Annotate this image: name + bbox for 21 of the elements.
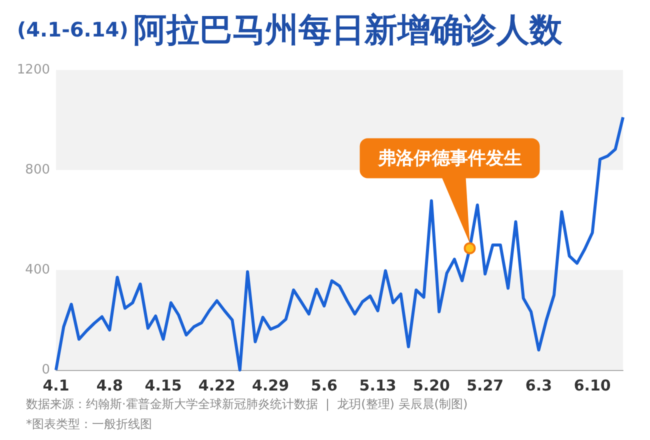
source-note: 数据来源：约翰斯·霍普金斯大学全球新冠肺炎统计数据 | 龙玥(整理) 吴辰晨(制图)	[26, 397, 468, 411]
x-tick-label: 6.10	[574, 376, 611, 394]
text: *图表类型：一般折线图	[26, 417, 152, 431]
chart-title: 阿拉巴马州每日新增确诊人数	[133, 10, 564, 49]
y-tick-label: 800	[25, 162, 50, 178]
x-tick-label: 6.3	[525, 376, 552, 394]
line-series	[54, 116, 624, 372]
x-tick-label: 4.15	[144, 376, 182, 394]
y-tick-label: 1200	[16, 62, 50, 78]
x-tick-label: 5.13	[359, 376, 396, 394]
chart-subtitle: (4.1-6.14)	[17, 18, 128, 42]
y-tick-label: 400	[25, 262, 50, 278]
x-tick-label: 5.27	[466, 376, 504, 394]
annotation: 弗洛伊德事件发生	[376, 148, 522, 169]
x-tick-label: 4.29	[252, 376, 290, 394]
x-tick-label: 4.1	[42, 376, 70, 394]
x-tick-label: 4.8	[96, 376, 123, 394]
x-tick-label: 5.20	[412, 376, 450, 394]
x-tick-label: 5.6	[310, 376, 338, 394]
y-tick-label: 0	[42, 362, 50, 378]
x-tick-label: 4.22	[198, 376, 236, 394]
